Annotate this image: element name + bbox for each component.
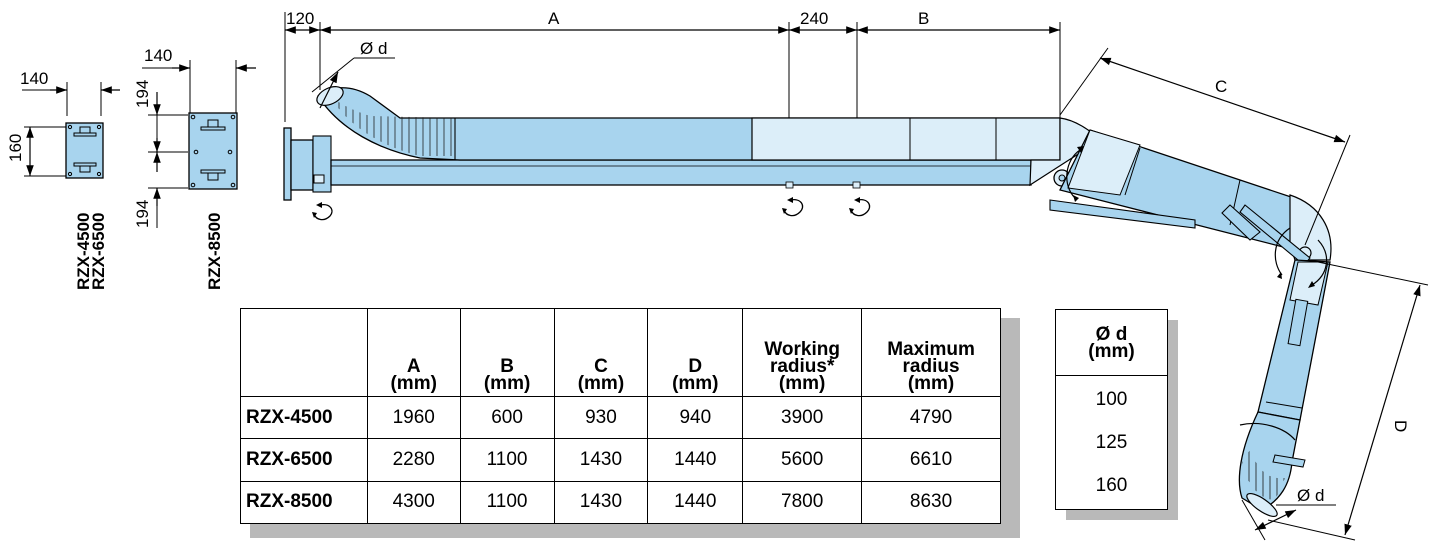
spec-model-cell: RZX-4500 (240, 395, 368, 440)
spec-table: A (mm) B (mm) C (mm) D (mm) Working radius* (m… (240, 308, 1001, 525)
small-model-label-2: RZX-6500 (89, 213, 108, 290)
spec-row: RZX-8500 4300 1100 1430 1440 7800 8630 (240, 480, 1001, 525)
large-model-label: RZX-8500 (205, 213, 224, 290)
spec-cell: 930 (553, 395, 649, 440)
diameter-values-cell: 100 125 160 (1055, 375, 1168, 510)
spec-header-blank (240, 308, 368, 397)
large-width-label: 140 (144, 46, 172, 65)
spec-cell: 1440 (647, 480, 744, 525)
diameter-value: 125 (1095, 432, 1128, 453)
dim-C-group: C (1059, 47, 1351, 246)
dim-diameter-bottom-group: Ø d (1241, 486, 1336, 541)
spec-header-A: A (mm) (366, 308, 461, 397)
spec-cell: 600 (459, 395, 555, 440)
dim-D-group: D (1267, 261, 1429, 541)
dim-A: A (548, 9, 560, 28)
dim-diameter-bottom: Ø d (1297, 486, 1324, 505)
spec-model-cell: RZX-6500 (240, 438, 368, 482)
diameter-values-row: 100 125 160 (1055, 375, 1168, 510)
spec-cell: 1430 (553, 438, 649, 482)
small-model-label-1: RZX-4500 (74, 213, 93, 290)
large-height-top-label: 194 (133, 80, 152, 108)
diameter-header-row: Ø d (mm) (1055, 309, 1168, 376)
dim-240: 240 (800, 9, 828, 28)
spec-cell: 3900 (742, 395, 863, 440)
mount-bracket-small: 140 160 RZX-4500 RZX-6500 (6, 69, 120, 290)
spec-header-C: C (mm) (553, 308, 649, 397)
spec-cell: 4300 (366, 480, 461, 525)
spec-header-B: B (mm) (459, 308, 555, 397)
spec-model-cell: RZX-8500 (240, 480, 368, 525)
dim-C: C (1215, 77, 1227, 96)
spec-cell: 940 (647, 395, 744, 440)
dim-diameter-top: Ø d (360, 39, 387, 58)
spec-cell: 1100 (459, 480, 555, 525)
spec-cell: 1960 (366, 395, 461, 440)
diameter-value: 160 (1095, 475, 1128, 496)
mount-bracket-large: 140 194 194 RZX-8500 (133, 46, 256, 290)
spec-cell: 4790 (861, 395, 1001, 440)
spec-header-row: A (mm) B (mm) C (mm) D (mm) Working radius* (m… (240, 308, 1001, 397)
large-height-bottom-label: 194 (133, 200, 152, 228)
extraction-arm: Ø d (283, 39, 1332, 518)
spec-cell: 5600 (742, 438, 863, 482)
diameter-table: Ø d (mm) 100 125 160 (1055, 309, 1168, 510)
dim-D: D (1391, 420, 1410, 432)
spec-cell: 1100 (459, 438, 555, 482)
spec-cell: 1440 (647, 438, 744, 482)
spec-header-D: D (mm) (647, 308, 744, 397)
spec-header-working-radius: Working radius* (mm) (742, 308, 863, 397)
spec-cell: 8630 (861, 480, 1001, 525)
spec-cell: 7800 (742, 480, 863, 525)
small-height-label: 160 (6, 134, 25, 162)
spec-cell: 2280 (366, 438, 461, 482)
small-width-label: 140 (20, 69, 48, 88)
dim-B: B (918, 9, 929, 28)
spec-cell: 1430 (553, 480, 649, 525)
spec-cell: 6610 (861, 438, 1001, 482)
spec-header-maximum-radius: Maximum radius (mm) (861, 308, 1001, 397)
spec-row: RZX-6500 2280 1100 1430 1440 5600 6610 (240, 438, 1001, 482)
spec-row: RZX-4500 1960 600 930 940 3900 4790 (240, 395, 1001, 440)
diameter-header: Ø d (mm) (1055, 309, 1168, 376)
diameter-value: 100 (1095, 389, 1128, 410)
dim-120: 120 (286, 9, 314, 28)
